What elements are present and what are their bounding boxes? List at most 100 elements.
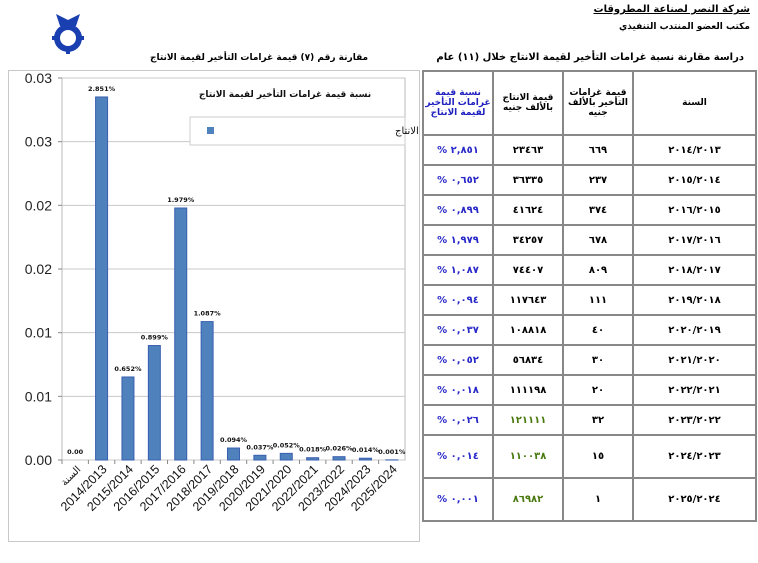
cell-production: ١٢١١١١ xyxy=(492,404,564,436)
cell-production: ٢٣٤٦٣ xyxy=(492,134,564,166)
table-row: % ٠,٠٠١ ٨٦٩٨٢ ١ ٢٠٢٥/٢٠٢٤ xyxy=(422,477,757,522)
table-row: % ٠,٠١٨ ١١١١٩٨ ٢٠ ٢٠٢٢/٢٠٢١ xyxy=(422,374,757,406)
cell-fines: ١١١ xyxy=(562,284,634,316)
cell-year: ٢٠١٤/٢٠١٣ xyxy=(632,134,757,166)
table-row: % ٢,٨٥١ ٢٣٤٦٣ ٦٦٩ ٢٠١٤/٢٠١٣ xyxy=(422,134,757,166)
cell-fines: ٦٦٩ xyxy=(562,134,634,166)
cell-pct: % ٠,٨٩٩ xyxy=(422,194,494,226)
cell-pct: % ٠,٠١٤ xyxy=(422,434,494,479)
legend-label: نسبة قيمة غرامات التأخير لقيمة الانتاج xyxy=(395,123,420,137)
data-label: 1.979% xyxy=(167,196,195,204)
cell-production: ٨٦٩٨٢ xyxy=(492,477,564,522)
cell-pct: % ٠,٠٠١ xyxy=(422,477,494,522)
cell-year: ٢٠٢٢/٢٠٢١ xyxy=(632,374,757,406)
legend-swatch xyxy=(207,127,214,134)
cell-fines: ٣٠ xyxy=(562,344,634,376)
bar-chart: 0.000.010.010.020.020.030.030.00السنة2.8… xyxy=(25,70,420,514)
cell-fines: ١ xyxy=(562,477,634,522)
data-label: 0.094% xyxy=(220,436,248,444)
study-title: دراسة مقارنة نسبة غرامات التأخير لقيمة ا… xyxy=(436,52,744,63)
cell-year: ٢٠٢٣/٢٠٢٢ xyxy=(632,404,757,436)
table-row: % ٠,٠٢٦ ١٢١١١١ ٣٢ ٢٠٢٣/٢٠٢٢ xyxy=(422,404,757,436)
cell-pct: % ٢,٨٥١ xyxy=(422,134,494,166)
cell-fines: ٨٠٩ xyxy=(562,254,634,286)
header-fines: قيمة غرامات التأخير بالألف جنيه xyxy=(562,70,634,136)
cell-pct: % ٠,٠١٨ xyxy=(422,374,494,406)
cell-production: ١٠٨٨١٨ xyxy=(492,314,564,346)
bar xyxy=(358,457,372,461)
cell-year: ٢٠١٨/٢٠١٧ xyxy=(632,254,757,286)
cell-pct: % ٠,٠٩٤ xyxy=(422,284,494,316)
cell-pct: % ٠,٠٥٢ xyxy=(422,344,494,376)
cell-year: ٢٠١٦/٢٠١٥ xyxy=(632,194,757,226)
y-tick-label: 0.01 xyxy=(25,388,52,404)
data-label: 0.00 xyxy=(67,448,84,456)
table-header-row: نسبة قيمة غرامات التأخير لقيمة الانتاج ق… xyxy=(422,70,757,136)
company-name: شركة النصر لصناعة المطروقات xyxy=(593,4,750,15)
cell-production: ٥٦٨٣٤ xyxy=(492,344,564,376)
table-row: % ١,٠٨٧ ٧٤٤٠٧ ٨٠٩ ٢٠١٨/٢٠١٧ xyxy=(422,254,757,286)
bar xyxy=(332,456,346,461)
table-row: % ٠,٨٩٩ ٤١٦٢٤ ٣٧٤ ٢٠١٦/٢٠١٥ xyxy=(422,194,757,226)
cell-pct: % ٠,٦٥٢ xyxy=(422,164,494,196)
chart-title: نسبة قيمة غرامات التأخير لقيمة الانتاج xyxy=(199,88,371,100)
cell-fines: ٢٠ xyxy=(562,374,634,406)
table-row: % ٠,٠١٤ ١١٠٠٣٨ ١٥ ٢٠٢٤/٢٠٢٣ xyxy=(422,434,757,479)
data-table: نسبة قيمة غرامات التأخير لقيمة الانتاج ق… xyxy=(422,70,757,522)
header-production: قيمة الانتاج بالألف جنيه xyxy=(492,70,564,136)
office-name: مكتب العضو المنتدب التنفيذي xyxy=(619,22,750,32)
y-tick-label: 0.01 xyxy=(25,325,52,341)
chart-heading: مقارنة رقم (٧) قيمة غرامات التأخير لقيمة… xyxy=(150,53,369,63)
cell-year: ٢٠١٥/٢٠١٤ xyxy=(632,164,757,196)
data-label: 0.899% xyxy=(141,334,169,342)
data-label: 0.026% xyxy=(325,445,353,453)
cell-year: ٢٠٢٥/٢٠٢٤ xyxy=(632,477,757,522)
bar xyxy=(253,454,267,461)
bar xyxy=(279,452,293,461)
cell-pct: % ١,٩٧٩ xyxy=(422,224,494,256)
cell-production: ٤١٦٢٤ xyxy=(492,194,564,226)
cell-year: ٢٠٢١/٢٠٢٠ xyxy=(632,344,757,376)
y-tick-label: 0.03 xyxy=(25,134,52,150)
bar xyxy=(306,457,320,461)
table-row: % ٠,٠٣٧ ١٠٨٨١٨ ٤٠ ٢٠٢٠/٢٠١٩ xyxy=(422,314,757,346)
bar xyxy=(174,207,188,461)
table-row: % ١,٩٧٩ ٣٤٢٥٧ ٦٧٨ ٢٠١٧/٢٠١٦ xyxy=(422,224,757,256)
cell-fines: ٢٣٧ xyxy=(562,164,634,196)
y-tick-label: 0.02 xyxy=(25,261,52,277)
cell-fines: ٣٢ xyxy=(562,404,634,436)
cell-year: ٢٠١٩/٢٠١٨ xyxy=(632,284,757,316)
cell-production: ١١٧٦٤٣ xyxy=(492,284,564,316)
bar xyxy=(227,447,240,461)
header-year: السنة xyxy=(632,70,757,136)
cell-fines: ١٥ xyxy=(562,434,634,479)
cell-pct: % ٠,٠٢٦ xyxy=(422,404,494,436)
cell-year: ٢٠٢٤/٢٠٢٣ xyxy=(632,434,757,479)
table-row: % ٠,٠٥٢ ٥٦٨٣٤ ٣٠ ٢٠٢١/٢٠٢٠ xyxy=(422,344,757,376)
bar xyxy=(200,321,214,461)
cell-production: ٣٤٢٥٧ xyxy=(492,224,564,256)
header-pct: نسبة قيمة غرامات التأخير لقيمة الانتاج xyxy=(422,70,494,136)
cell-production: ٧٤٤٠٧ xyxy=(492,254,564,286)
data-label: 0.037% xyxy=(246,443,274,451)
y-tick-label: 0.00 xyxy=(25,452,52,468)
cell-year: ٢٠١٧/٢٠١٦ xyxy=(632,224,757,256)
legend-box xyxy=(189,116,406,146)
data-label: 2.851% xyxy=(88,85,116,93)
cell-fines: ٤٠ xyxy=(562,314,634,346)
table-row: % ٠,٠٩٤ ١١٧٦٤٣ ١١١ ٢٠١٩/٢٠١٨ xyxy=(422,284,757,316)
data-label: 0.652% xyxy=(114,365,142,373)
cell-production: ٣٦٣٣٥ xyxy=(492,164,564,196)
y-tick-label: 0.02 xyxy=(25,197,52,213)
cell-pct: % ٠,٠٣٧ xyxy=(422,314,494,346)
data-label: 0.052% xyxy=(273,441,301,449)
bar xyxy=(95,96,109,461)
data-label: 0.014% xyxy=(352,446,380,454)
data-label: 0.001% xyxy=(378,448,406,456)
bar xyxy=(147,345,161,461)
cell-production: ١١٠٠٣٨ xyxy=(492,434,564,479)
data-label: 1.087% xyxy=(194,310,222,318)
data-label: 0.018% xyxy=(299,446,327,454)
bar xyxy=(121,376,135,461)
y-tick-label: 0.03 xyxy=(25,70,52,86)
